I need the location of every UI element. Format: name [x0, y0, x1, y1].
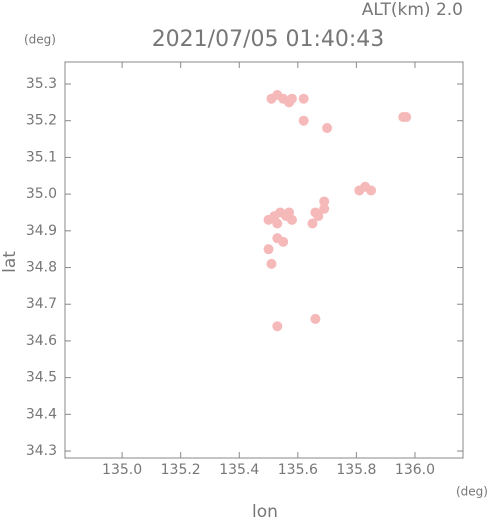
echo-point: [272, 321, 283, 332]
echo-point: [286, 93, 297, 104]
chart-title: 2021/07/05 01:40:43: [152, 27, 385, 52]
plot-frame: [64, 61, 464, 459]
echo-point: [310, 313, 321, 324]
echo-point: [366, 185, 377, 196]
echo-point: [319, 196, 330, 207]
x-tick-label: 135.8: [336, 462, 376, 478]
x-tick-label: 136.0: [395, 462, 435, 478]
echo-point: [298, 93, 309, 104]
y-tick-label: 34.5: [26, 370, 57, 386]
y-tick-label: 34.4: [26, 406, 57, 422]
echo-point: [319, 203, 330, 214]
x-axis-label: lon: [252, 502, 278, 521]
echo-point: [307, 218, 318, 229]
y-tick-label: 34.7: [26, 296, 57, 312]
altitude: ALT(km) 2.0: [362, 0, 463, 20]
echo-point: [401, 112, 412, 123]
y-axis-label: lat: [0, 251, 20, 273]
x-unit: (deg): [456, 485, 488, 499]
y-unit: (deg): [24, 33, 56, 47]
y-tick-label: 35.0: [26, 186, 57, 202]
x-tick-label: 135.2: [161, 462, 201, 478]
x-tick-label: 135.6: [278, 462, 318, 478]
echo-point: [266, 258, 277, 269]
echo-point: [298, 115, 309, 126]
y-tick-label: 35.1: [26, 149, 57, 165]
y-tick-label: 34.8: [26, 260, 57, 276]
echo-point: [278, 236, 289, 247]
echo-point: [310, 207, 321, 218]
echo-point: [284, 207, 295, 218]
y-tick-label: 35.2: [26, 113, 57, 129]
echo-point: [263, 244, 274, 255]
x-tick-label: 135.0: [102, 462, 142, 478]
echo-point: [272, 218, 283, 229]
echo-point: [322, 123, 333, 134]
y-tick-label: 34.9: [26, 223, 57, 239]
y-tick-label: 34.3: [26, 443, 57, 459]
y-tick-label: 34.6: [26, 333, 57, 349]
y-tick-label: 35.3: [26, 76, 57, 92]
x-tick-label: 135.4: [219, 462, 259, 478]
